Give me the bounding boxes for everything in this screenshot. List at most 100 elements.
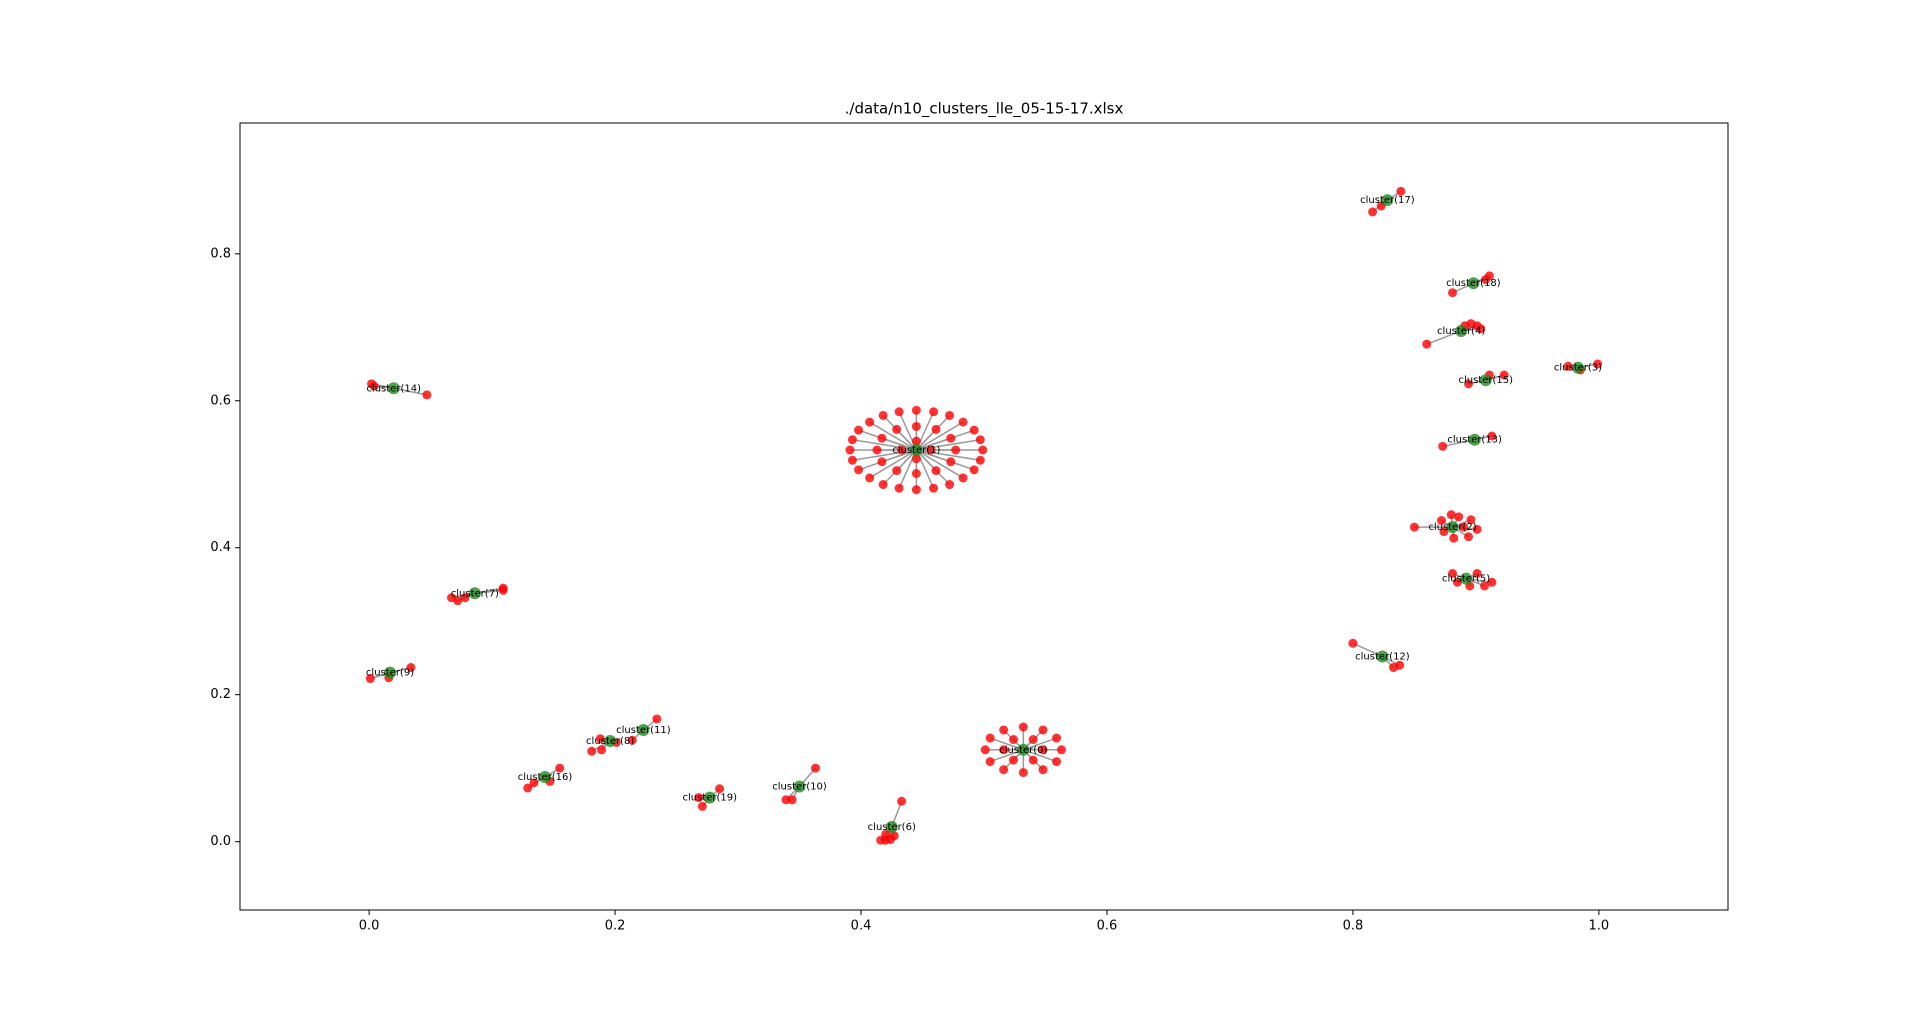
member-node [1409,522,1419,532]
member-node [1436,516,1446,526]
edge [915,449,964,479]
member-node [945,480,955,490]
member-node [1028,735,1038,745]
member-node [1438,441,1448,451]
member-node [929,483,939,493]
y-tick-label: 0.8 [210,246,231,261]
member-node [894,483,904,493]
node-label: cluster(6) [868,822,916,833]
member-node [1593,359,1603,369]
member-node [946,433,956,443]
member-node [781,795,791,805]
node-label: cluster(0) [999,745,1047,756]
member-node [865,473,875,483]
member-node [1348,638,1358,648]
center-node [1455,324,1468,337]
node-label: cluster(4) [1437,326,1485,337]
member-node [1446,510,1456,520]
edge [916,449,952,463]
member-node [529,778,539,788]
center-node [604,734,617,747]
member-node [958,473,968,483]
x-tick-label: 1.0 [1589,919,1610,934]
edge [881,437,917,451]
center-node [910,443,923,456]
member-node [1487,431,1497,441]
edge [881,449,917,463]
member-node [1018,722,1028,732]
member-node [406,663,416,673]
member-node [897,796,907,806]
member-node [985,757,995,767]
member-node [1480,581,1490,591]
center-node [468,587,481,600]
node-label: cluster(11) [616,725,671,736]
member-node [845,445,855,455]
member-node [872,445,882,455]
member-node [975,455,985,465]
member-node [1009,735,1019,745]
edge [915,421,964,451]
member-node [945,410,955,420]
member-node [1464,532,1474,542]
member-node [1395,660,1405,670]
center-node [1467,277,1480,290]
axes-frame [239,122,1729,911]
member-node [1449,533,1459,543]
member-node [369,381,379,391]
member-node [854,425,864,435]
center-node [1479,374,1492,387]
member-node [811,763,821,773]
member-node [498,585,508,595]
x-tick-label: 0.8 [1343,919,1364,934]
member-node [1454,512,1464,522]
center-node [384,666,397,679]
member-node [595,734,605,744]
member-node [1439,527,1449,537]
member-node [627,735,637,745]
node-label: cluster(17) [1360,195,1415,206]
member-node [969,465,979,475]
member-node [1368,207,1378,217]
center-node [1446,521,1459,534]
member-node [453,596,463,606]
member-node [1481,275,1491,285]
edge [916,437,952,451]
x-tick-label: 0.2 [605,919,626,934]
member-node [911,421,921,431]
member-node [931,466,941,476]
member-node [1009,755,1019,765]
member-node [931,424,941,434]
member-node [877,433,887,443]
member-node [978,445,988,455]
member-node [1452,577,1462,587]
member-node [929,407,939,417]
member-node [1466,515,1476,525]
edge [869,449,917,479]
member-node [555,763,565,773]
member-node [365,674,375,684]
center-node [1381,194,1394,207]
center-node [637,723,650,736]
node-label: cluster(3) [1554,363,1602,374]
member-node [999,765,1009,775]
member-node [1038,765,1048,775]
edge [869,421,917,451]
member-node [652,714,662,724]
member-node [926,445,936,455]
member-node [980,745,990,755]
center-node [885,820,898,833]
member-node [1422,339,1432,349]
member-node [878,480,888,490]
member-node [911,405,921,415]
member-node [958,417,968,427]
member-node [597,745,607,755]
center-node [1468,433,1481,446]
member-node [999,725,1009,735]
node-label: cluster(12) [1355,651,1410,662]
member-node [1056,745,1066,755]
member-node [1028,755,1038,765]
node-label: cluster(5) [1442,574,1490,585]
